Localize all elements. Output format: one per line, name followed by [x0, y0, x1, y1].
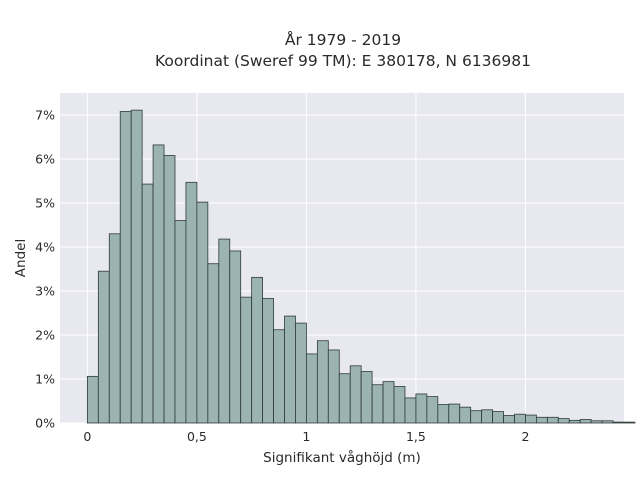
histogram-bar	[601, 420, 614, 424]
histogram-bar	[623, 421, 636, 424]
histogram-bar	[229, 250, 242, 424]
histogram-bar	[546, 416, 559, 424]
y-tick-label: 4%	[35, 240, 55, 255]
histogram-bar	[371, 384, 384, 424]
histogram-bar	[393, 386, 406, 424]
x-tick-label: 0,5	[187, 429, 207, 444]
histogram-bar	[349, 365, 362, 424]
histogram-bar	[163, 155, 176, 424]
histogram-bar	[251, 276, 264, 424]
x-tick-label: 2	[521, 429, 529, 444]
histogram-bar	[492, 411, 504, 424]
histogram-bar	[295, 322, 307, 424]
y-tick-label: 7%	[35, 108, 55, 123]
y-tick-label: 1%	[35, 372, 55, 387]
histogram-bar	[141, 183, 154, 424]
histogram-bar	[152, 144, 165, 424]
histogram-bar	[382, 381, 395, 424]
histogram-bar	[284, 315, 296, 424]
histogram-bar	[459, 406, 472, 424]
y-tick-label: 2%	[35, 328, 55, 343]
histogram-bar	[535, 416, 548, 424]
histogram-bar	[612, 421, 625, 424]
histogram-bar	[262, 298, 274, 424]
histogram-bar	[338, 373, 351, 424]
x-tick-labels: 0 0,5 1 1,5 2	[83, 429, 529, 444]
y-axis-label: Andel	[13, 239, 29, 277]
histogram-bar	[568, 419, 581, 424]
histogram-bar	[218, 238, 231, 424]
histogram-bar	[196, 201, 209, 424]
histogram-bar	[437, 404, 450, 424]
histogram-bar	[327, 349, 340, 424]
histogram-bar	[514, 413, 526, 424]
histogram-bar	[415, 393, 428, 424]
histogram-bar	[108, 233, 121, 424]
histogram-bar	[306, 353, 318, 424]
y-tick-label: 5%	[35, 196, 55, 211]
histogram-bar	[426, 396, 439, 424]
histogram-bar	[470, 410, 483, 424]
histogram-bar	[481, 409, 493, 424]
histogram-bar	[590, 420, 603, 424]
histogram-bar	[579, 419, 592, 424]
histogram-bar	[557, 418, 570, 424]
histogram-bar	[97, 270, 110, 424]
histogram-bar	[404, 397, 417, 424]
histogram-bar	[86, 375, 99, 424]
chart-title-line-2: Koordinat (Sweref 99 TM): E 380178, N 61…	[155, 52, 531, 70]
y-tick-label: 6%	[35, 152, 55, 167]
histogram-bars	[86, 109, 636, 424]
histogram-bar	[448, 403, 461, 424]
histogram-bar	[273, 329, 285, 424]
histogram-bar	[503, 415, 515, 424]
histogram-bar	[207, 263, 220, 424]
chart-title-line-1: År 1979 - 2019	[285, 30, 401, 49]
y-tick-labels: 0% 1% 2% 3% 4% 5% 6% 7%	[35, 108, 55, 431]
histogram-bar	[525, 414, 537, 424]
histogram-bar	[119, 111, 132, 424]
y-tick-label: 0%	[35, 416, 55, 431]
histogram-bar	[130, 109, 143, 424]
y-tick-label: 3%	[35, 284, 55, 299]
histogram-bar	[185, 181, 198, 424]
histogram-bar	[174, 220, 187, 424]
x-tick-label: 1	[302, 429, 310, 444]
x-tick-label: 0	[83, 429, 91, 444]
histogram-bar	[240, 296, 253, 424]
histogram-bar	[316, 340, 329, 424]
x-axis-label: Signifikant våghöjd (m)	[263, 449, 421, 466]
histogram-bar	[360, 371, 373, 424]
x-tick-label: 1,5	[406, 429, 426, 444]
